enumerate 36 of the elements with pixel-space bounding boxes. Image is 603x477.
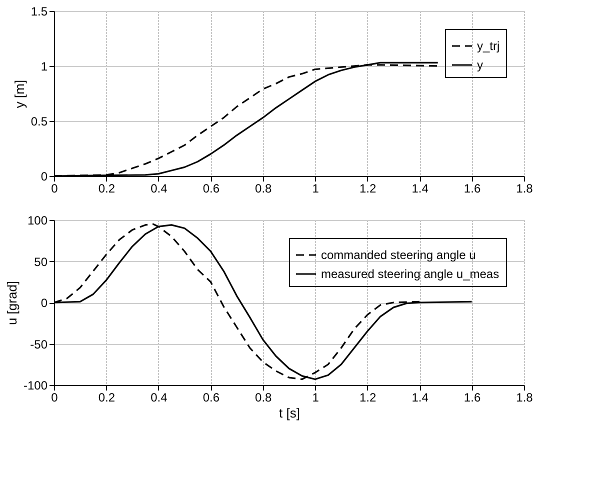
x-tick-label: 1 <box>312 182 320 196</box>
x-tick-label: 0.4 <box>150 182 168 196</box>
x-tick-label: 0.6 <box>202 390 220 404</box>
legend-label: measured steering angle u_meas <box>321 267 500 281</box>
y-tick-label: -100 <box>23 378 48 392</box>
y-tick-label: 1 <box>40 60 48 74</box>
x-tick-label: 1.4 <box>412 182 429 196</box>
x-tick-label: 1.8 <box>516 182 534 196</box>
y-tick-label: 100 <box>27 214 48 228</box>
y-tick-label: 50 <box>34 254 48 269</box>
y-axis-title: u [grad] <box>4 280 20 326</box>
legend-label: commanded steering angle u <box>321 248 476 262</box>
y-tick-label: 0 <box>40 296 48 310</box>
x-tick-label: 1.6 <box>464 390 481 404</box>
x-tick-label: 1.2 <box>359 182 376 196</box>
x-tick-label: 1 <box>312 390 320 404</box>
legend-label: y_trj <box>477 39 500 53</box>
legend-label: y <box>477 58 483 72</box>
y-tick-label: -50 <box>30 337 48 352</box>
x-tick-label: 0.8 <box>255 390 272 404</box>
x-tick-label: 0.4 <box>150 390 168 404</box>
x-tick-label: 1.2 <box>359 390 376 404</box>
y-tick-label: 0.5 <box>30 114 48 128</box>
x-axis-title: t [s] <box>279 406 300 420</box>
x-tick-label: 1.6 <box>464 182 481 196</box>
x-tick-label: 0 <box>51 182 58 196</box>
y-axis-title: y [m] <box>12 80 27 108</box>
x-tick-label: 0.8 <box>255 182 272 196</box>
x-tick-label: 0.2 <box>98 182 116 196</box>
y-tick-label: 0 <box>40 170 48 184</box>
x-tick-label: 1.8 <box>516 390 534 404</box>
y-tick-label: 1.5 <box>30 4 48 18</box>
x-tick-label: 0.2 <box>98 390 116 404</box>
x-tick-label: 0 <box>51 390 58 404</box>
x-tick-label: 1.4 <box>412 390 429 404</box>
x-tick-label: 0.6 <box>202 182 220 196</box>
